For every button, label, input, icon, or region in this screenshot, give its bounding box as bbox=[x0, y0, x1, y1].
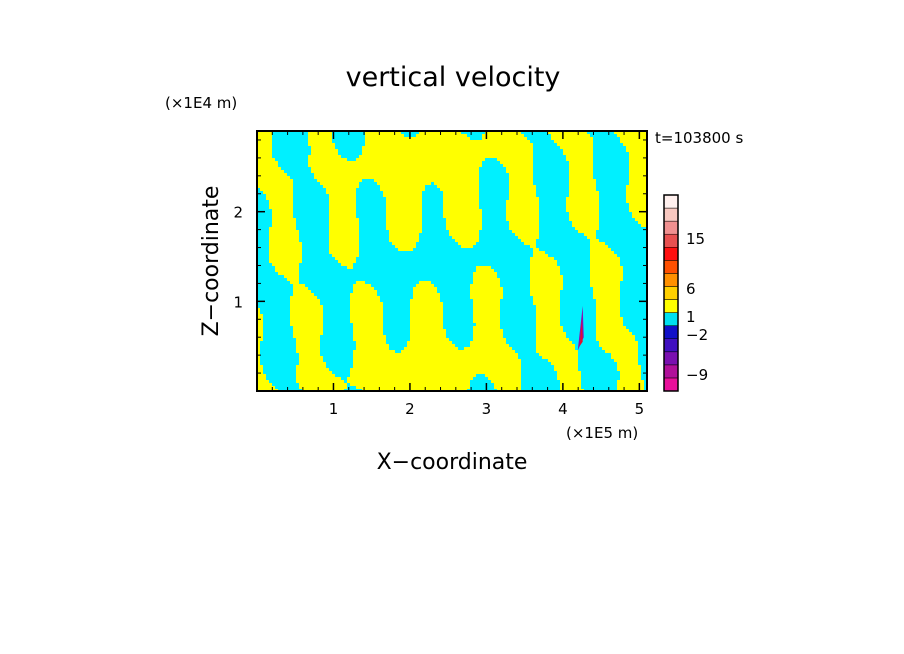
x-tick-label: 2 bbox=[405, 400, 415, 418]
colorbar-label: 15 bbox=[686, 230, 705, 248]
colorbar-swatch bbox=[663, 194, 679, 209]
colorbar-swatch bbox=[663, 247, 679, 261]
colorbar-label: −2 bbox=[686, 326, 708, 344]
colorbar-swatch bbox=[663, 325, 679, 339]
velocity-field bbox=[257, 131, 647, 392]
plot-frame bbox=[256, 130, 648, 392]
colorbar-swatch bbox=[663, 207, 679, 222]
x-tick-label: 3 bbox=[482, 400, 492, 418]
x-tick-label: 5 bbox=[635, 400, 645, 418]
colorbar-label: −9 bbox=[686, 366, 708, 384]
y-tick-label: 1 bbox=[233, 293, 243, 311]
y-unit-label: (×1E4 m) bbox=[165, 94, 237, 112]
x-tick-label: 1 bbox=[329, 400, 339, 418]
colorbar-swatch bbox=[663, 351, 679, 366]
colorbar-swatch bbox=[663, 260, 679, 274]
x-tick-label: 4 bbox=[558, 400, 568, 418]
colorbar-swatch bbox=[663, 286, 679, 300]
colorbar-swatch bbox=[663, 273, 679, 287]
x-axis-ticks: 1 2 3 4 5 bbox=[271, 131, 645, 418]
colorbar-swatch bbox=[663, 377, 679, 392]
colorbar bbox=[663, 194, 679, 392]
colorbar-label: 6 bbox=[686, 280, 696, 298]
colorbar-frame bbox=[663, 194, 679, 392]
colorbar-swatch bbox=[663, 220, 679, 235]
colorbar-swatch bbox=[663, 364, 679, 379]
x-unit-label: (×1E5 m) bbox=[566, 424, 638, 442]
colorbar-label: 1 bbox=[686, 308, 696, 326]
positive-velocity-region bbox=[257, 131, 647, 392]
chart-title: vertical velocity bbox=[346, 62, 561, 93]
colorbar-swatch bbox=[663, 299, 679, 313]
colorbar-swatch bbox=[663, 233, 679, 248]
y-tick-label: 2 bbox=[233, 204, 243, 222]
y-axis-title: Z−coordinate bbox=[199, 186, 224, 337]
colorbar-swatch bbox=[663, 338, 679, 353]
colorbar-labels: 15 6 1−2 −9 bbox=[686, 230, 708, 384]
x-axis-title: X−coordinate bbox=[377, 450, 528, 475]
colorbar-swatch bbox=[663, 312, 679, 326]
strong-velocity-core bbox=[579, 319, 583, 347]
time-label: t=103800 s bbox=[655, 129, 743, 147]
